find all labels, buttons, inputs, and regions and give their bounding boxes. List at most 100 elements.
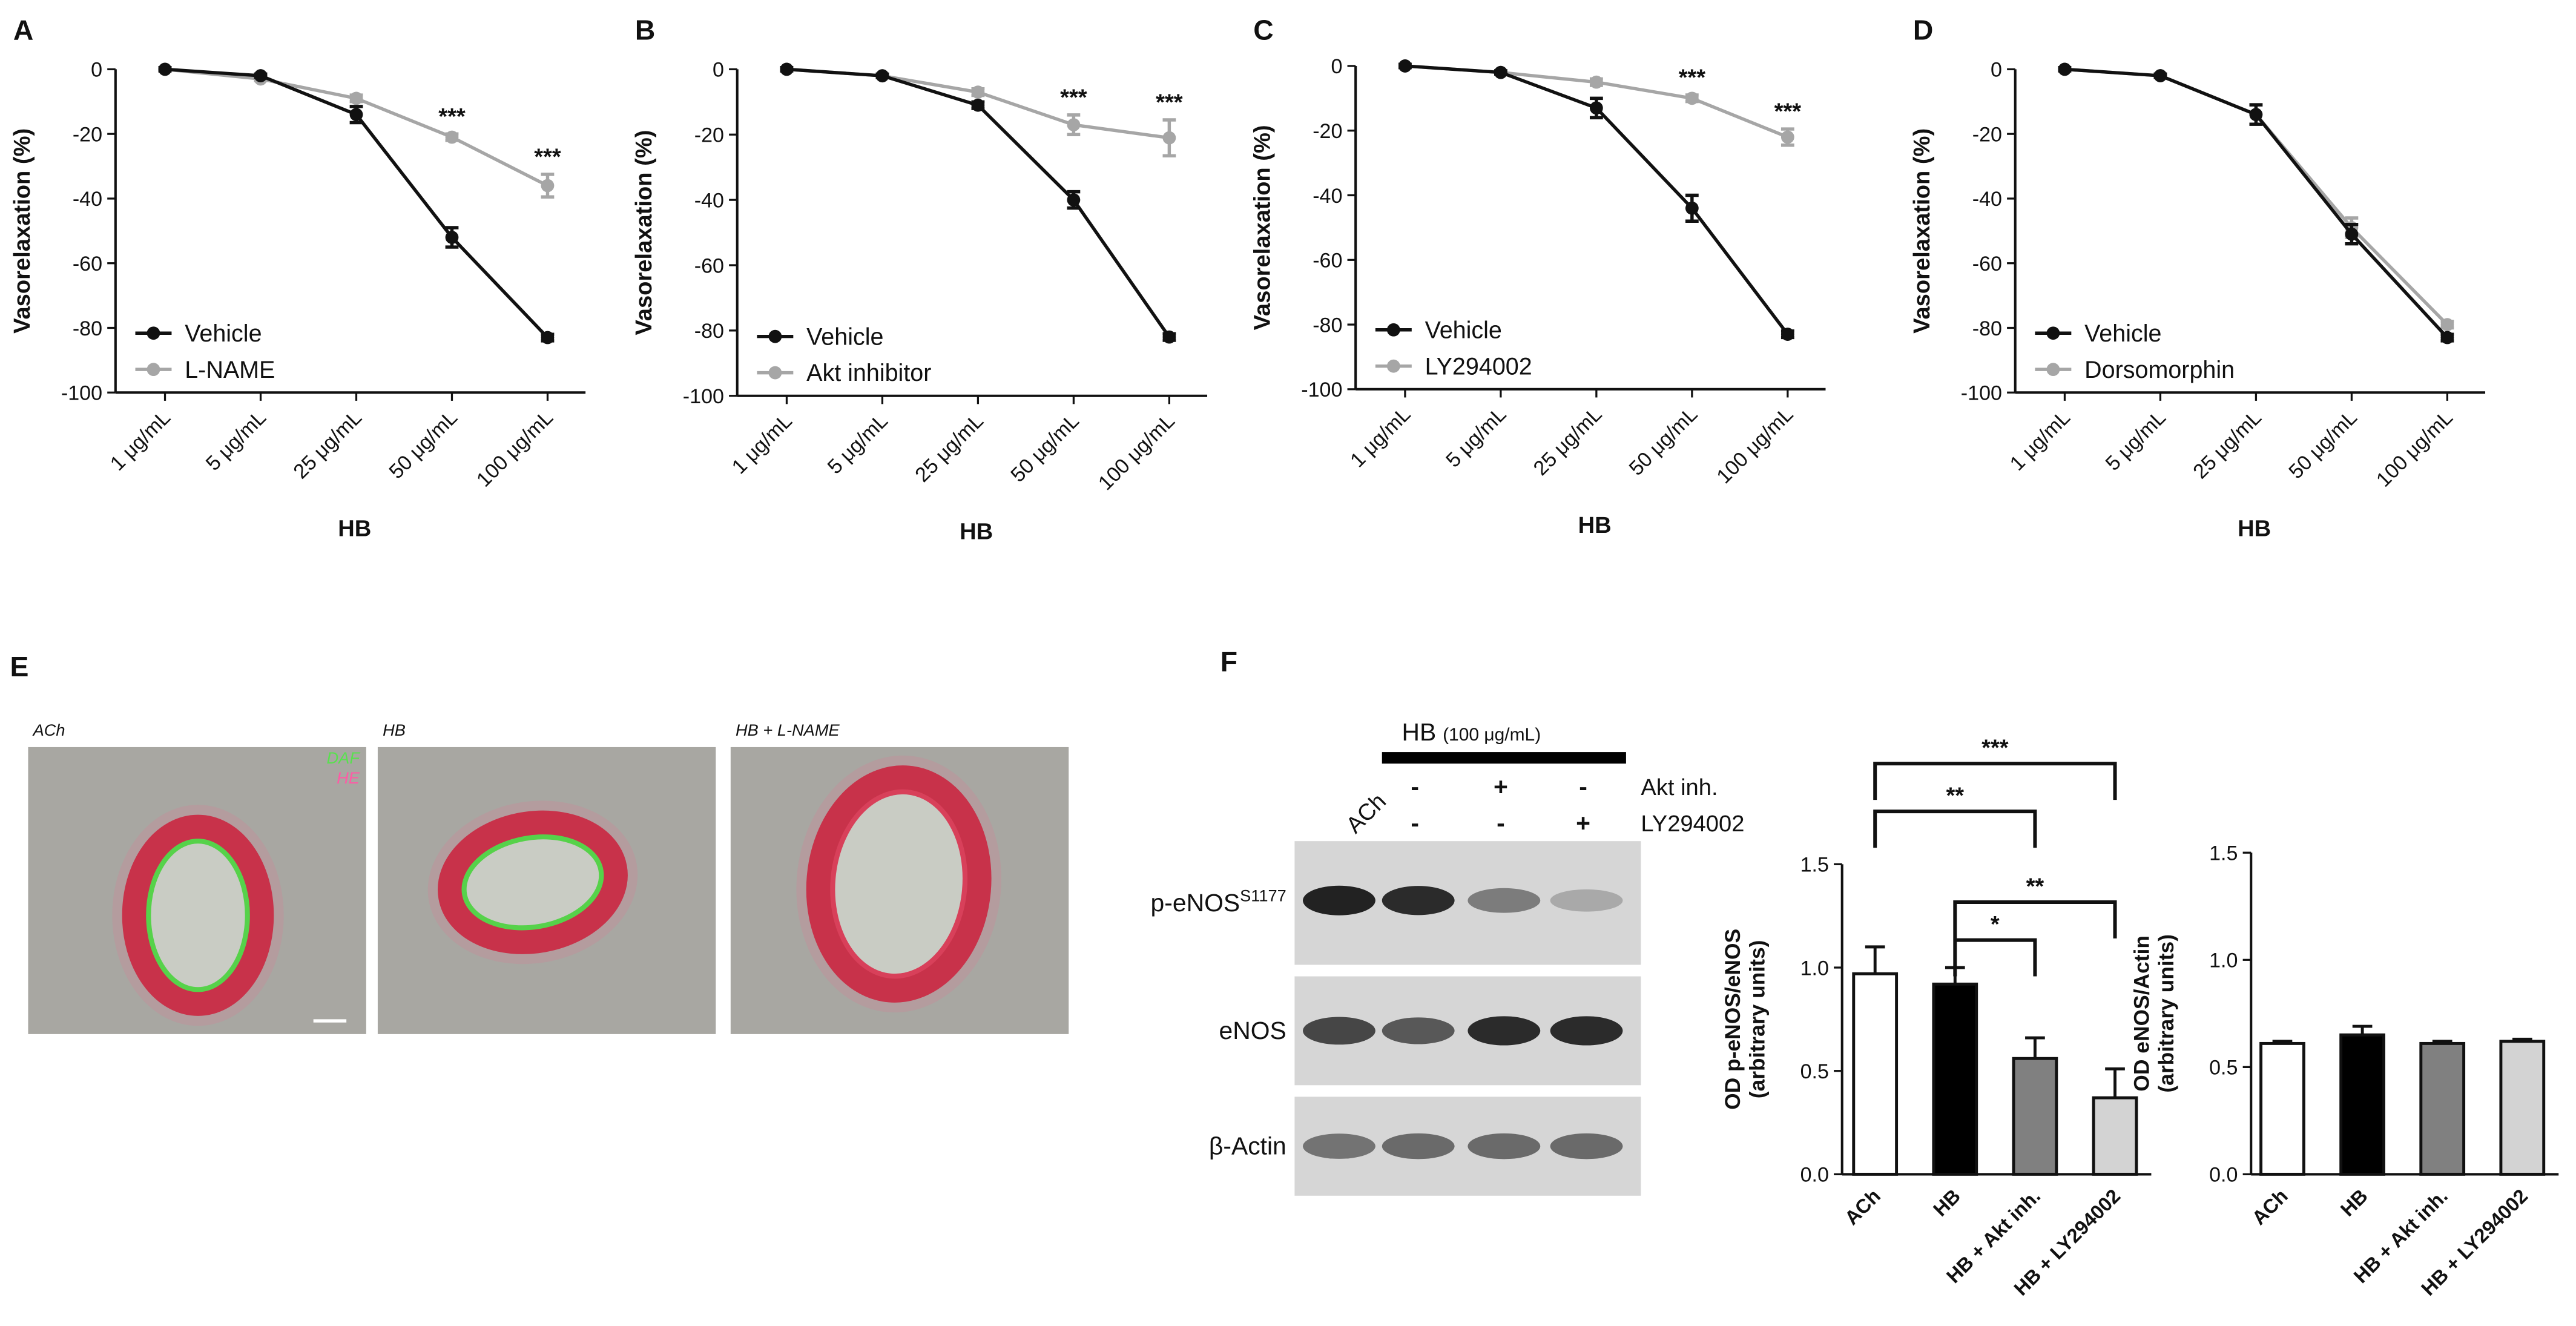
x-tick-label: 25 μg/mL	[289, 406, 366, 484]
stain-label: HE	[337, 768, 360, 787]
image-caption: HB	[383, 721, 406, 739]
vessel-lumen	[146, 839, 250, 992]
y-tick-label: -20	[73, 123, 102, 146]
y-tick-label: -20	[1972, 123, 2002, 146]
panel-label: C	[1253, 14, 1273, 45]
image-caption: ACh	[32, 721, 65, 739]
x-axis-title: HB	[338, 515, 371, 541]
treatment-sign: -	[1411, 773, 1419, 800]
x-tick-label: HB	[2336, 1184, 2372, 1221]
y-tick-label: -20	[694, 124, 724, 147]
data-point	[349, 91, 363, 105]
y-tick-label: -40	[1313, 185, 1342, 208]
x-tick-label: 1 μg/mL	[106, 406, 175, 475]
legend-label: Vehicle	[2084, 320, 2161, 347]
x-tick-label: 100 μg/mL	[1094, 409, 1179, 495]
vessel-wall	[806, 765, 992, 1003]
y-tick-label: -40	[1972, 188, 2002, 211]
protein: β-Actin	[1209, 1132, 1286, 1160]
legend-label: L-NAME	[185, 357, 275, 383]
blot-band	[1550, 889, 1623, 912]
y-tick-label: 0	[91, 59, 102, 82]
data-point	[1589, 75, 1603, 89]
x-tick-label: 5 μg/mL	[2101, 406, 2170, 475]
row-label: Akt inh.	[1641, 774, 1718, 800]
data-point	[1067, 118, 1081, 131]
data-point	[1780, 328, 1794, 341]
y-tick-label: 0	[1991, 59, 2002, 82]
treatment-sign: +	[1494, 773, 1508, 800]
legend-marker	[2046, 326, 2060, 340]
bar	[2259, 1041, 2305, 1176]
panel-label: B	[635, 14, 655, 45]
treatment-label: HB (100 μg/mL)	[1402, 718, 1541, 746]
x-tick-label: 1 μg/mL	[728, 409, 797, 478]
y-tick-label: 1.0	[1800, 957, 1829, 980]
legend-marker	[1386, 323, 1400, 337]
blot-label: eNOS	[1219, 1017, 1286, 1044]
data-point	[2440, 331, 2454, 345]
treatment-sign: -	[1579, 773, 1587, 800]
blot-band	[1382, 1017, 1455, 1044]
significance: **	[1946, 783, 1964, 809]
data-point	[2440, 318, 2454, 332]
legend-label: Dorsomorphin	[2084, 357, 2235, 383]
y-tick-label: -20	[1313, 120, 1342, 143]
blot-band	[1550, 1133, 1623, 1159]
y-tick-label: 1.5	[2209, 842, 2238, 865]
legend-marker	[768, 329, 782, 343]
data-point	[158, 62, 172, 76]
blot-band	[1303, 1017, 1375, 1045]
x-axis-title: HB	[1578, 512, 1612, 538]
x-tick-label: 100 μg/mL	[1712, 403, 1797, 488]
bar	[1852, 972, 1899, 1176]
y-tick-label: 0	[713, 59, 724, 82]
y-tick-label: -80	[73, 317, 102, 340]
legend-label: Vehicle	[185, 320, 262, 347]
legend-label: Vehicle	[806, 323, 883, 350]
significance-bracket	[1953, 900, 2117, 938]
significance-bracket	[1873, 762, 2117, 800]
legend-marker	[768, 366, 782, 380]
x-axis-title: HB	[2238, 515, 2271, 541]
blot-band	[1303, 1133, 1375, 1159]
y-axis-title: Vasorelaxation (%)	[1909, 128, 1935, 334]
y-tick-label: -60	[1313, 249, 1342, 272]
treatment-sign: -	[1411, 809, 1419, 837]
significance: **	[2026, 873, 2044, 899]
legend-marker	[1386, 359, 1400, 373]
data-point	[445, 231, 459, 244]
data-point	[1162, 131, 1176, 145]
y-axis-title: (arbitrary units)	[2154, 934, 2178, 1093]
x-tick-label: ACh	[2247, 1184, 2292, 1229]
blot-band	[1550, 1016, 1623, 1046]
panel-label: D	[1913, 14, 1933, 45]
protein: p-eNOS	[1151, 889, 1240, 917]
blot-band	[1382, 886, 1455, 915]
significance: ***	[534, 144, 561, 170]
data-point	[349, 108, 363, 122]
y-tick-label: -80	[1313, 314, 1342, 337]
y-tick-label: -100	[683, 385, 724, 408]
treatment-bar	[1382, 752, 1626, 764]
data-point	[1780, 130, 1794, 144]
y-tick-label: -60	[73, 252, 102, 275]
data-point	[445, 130, 459, 144]
data-point	[1494, 65, 1507, 79]
bar	[2419, 1041, 2466, 1176]
y-tick-label: -100	[1961, 382, 2002, 405]
x-tick-label: 50 μg/mL	[1006, 409, 1084, 487]
y-tick-label: -40	[694, 189, 724, 212]
significance: ***	[1981, 735, 2009, 761]
bar	[2339, 1033, 2385, 1176]
data-point	[2249, 108, 2263, 122]
y-tick-label: 1.0	[2209, 949, 2238, 972]
panel-label: E	[10, 651, 28, 682]
blot-label: p-eNOSS1177	[1151, 886, 1286, 917]
data-point	[1162, 330, 1176, 344]
treatment: HB	[1402, 718, 1436, 746]
x-tick-label: 50 μg/mL	[2284, 406, 2362, 484]
x-tick-label: ACh	[1840, 1184, 1885, 1229]
data-point	[1398, 59, 1412, 73]
x-tick-label: 25 μg/mL	[2189, 406, 2266, 484]
